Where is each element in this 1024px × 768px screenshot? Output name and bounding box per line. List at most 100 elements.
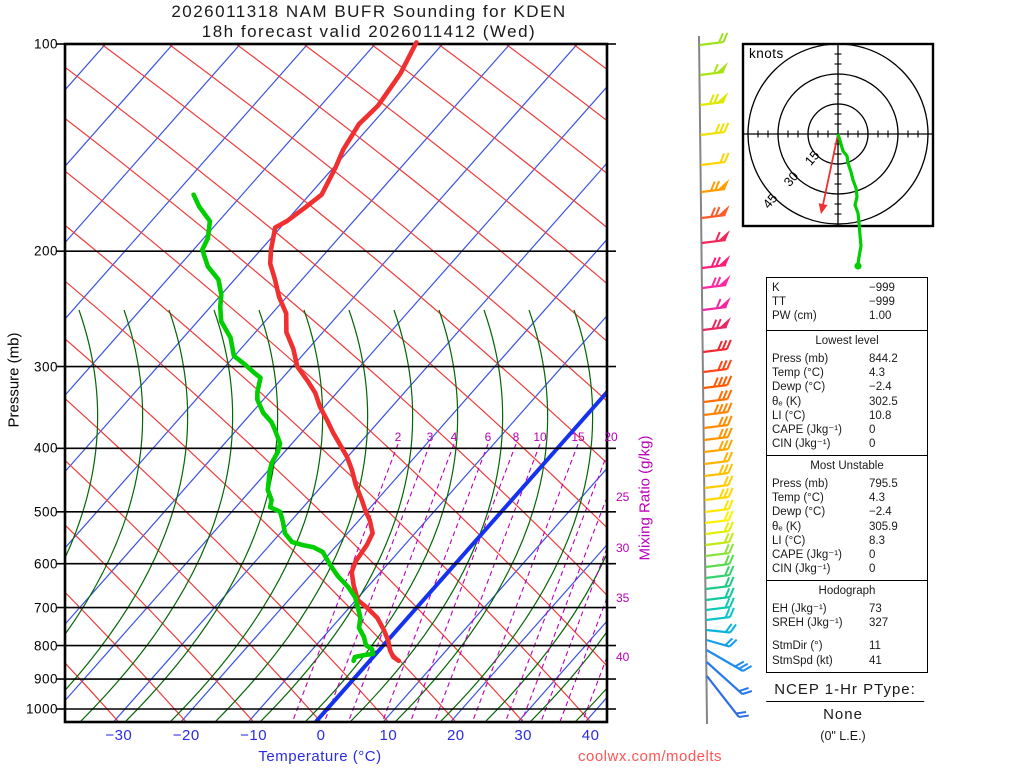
panel-row-value: 8.3 — [869, 534, 885, 547]
panel-row-value: 844.2 — [869, 353, 898, 365]
panel-row-label: Press (mb) — [772, 353, 829, 365]
panel-row-label: Temp (°C) — [772, 492, 824, 505]
panel-row-value: 1.00 — [869, 310, 892, 323]
panel-row-value: 4.3 — [869, 492, 885, 505]
hodograph-trace — [836, 133, 863, 265]
wind-barb — [704, 439, 733, 454]
dry-adiabat-line — [437, 44, 607, 175]
panel-row: CIN (Jkg⁻¹) 0 — [772, 437, 922, 451]
panel-row-label: LI (°C) — [772, 409, 806, 422]
panel-row-label: θₑ (K) — [772, 395, 802, 408]
panel-row-value: 73 — [869, 603, 882, 615]
panel-row-value: 302.5 — [869, 395, 898, 408]
temperature-curve — [267, 40, 419, 664]
hodograph — [741, 42, 935, 270]
dry-adiabat-line — [235, 44, 607, 343]
wind-barb — [702, 339, 732, 354]
dry-adiabat-line — [65, 170, 607, 667]
moist-adiabat-line — [65, 309, 99, 560]
index-panel-lowest-level: Lowest level Press (mb) 844.2 Temp (°C) 4.3 D… — [766, 330, 928, 456]
isotherm-line — [382, 467, 607, 722]
wind-barb — [703, 389, 733, 404]
isotherm-line — [65, 44, 578, 626]
mixing-ratio-line — [520, 496, 607, 722]
wind-barb — [704, 487, 734, 502]
wind-barb — [702, 316, 731, 332]
wind-barb — [703, 359, 732, 374]
dry-adiabat-line — [370, 44, 607, 229]
mixing-ratio-line — [540, 547, 607, 722]
panel-row: StmSpd (kt) 41 — [772, 654, 922, 668]
wind-barb — [705, 576, 735, 591]
panel-row: LI (°C) 8.3 — [772, 534, 922, 548]
zero-isotherm-line — [314, 389, 607, 722]
panel-row: PW (cm) 1.00 — [772, 309, 922, 323]
panel-row-label: Press (mb) — [772, 478, 829, 490]
wind-barb — [705, 532, 734, 547]
dry-adiabat-line — [65, 224, 592, 722]
mixing-ratio-line — [347, 443, 455, 722]
wind-barb — [702, 274, 731, 290]
wind-barb — [703, 375, 733, 390]
index-panel-stability: K −999 TT −999 PW (cm) 1.00 — [766, 277, 928, 331]
panel-row-label: θₑ (K) — [772, 520, 802, 533]
panel-row-value: −2.4 — [869, 506, 892, 519]
wind-barb — [706, 607, 735, 622]
wind-barb — [704, 463, 734, 478]
wind-barb — [703, 402, 733, 417]
wind-barb — [705, 565, 735, 580]
dry-adiabat-line — [65, 117, 607, 597]
skewt-grid — [0, 44, 773, 722]
mixing-ratio-line — [409, 443, 517, 722]
isotherm-line — [65, 85, 607, 702]
panel-row-label: StmDir (°) — [772, 640, 823, 653]
wind-barb — [705, 661, 753, 696]
panel-section-title: Most Unstable — [810, 460, 884, 472]
storm-motion-arrowhead — [818, 203, 828, 214]
dry-adiabat-line — [100, 44, 607, 464]
wind-barb — [705, 554, 735, 569]
panel-row-value: 305.9 — [869, 520, 898, 533]
panel-row: LI (°C) 10.8 — [772, 409, 922, 423]
moist-adiabat-line — [65, 309, 189, 692]
panel-row-label: TT — [772, 296, 787, 309]
panel-row: CIN (Jkg⁻¹) 0 — [772, 562, 922, 576]
isotherm-line — [247, 314, 607, 722]
wind-barb — [699, 61, 729, 77]
moist-adiabat-line — [484, 551, 607, 722]
wind-barb — [704, 499, 734, 514]
wind-barb — [705, 587, 735, 602]
isotherm-line — [65, 44, 309, 320]
panel-row — [772, 630, 922, 639]
panel-row-label: EH (Jkg⁻¹) — [772, 603, 827, 615]
panel-row: CAPE (Jkg⁻¹) 0 — [772, 423, 922, 437]
isotherm-line — [65, 44, 376, 397]
wind-barbs — [699, 32, 753, 718]
wind-barb — [702, 254, 731, 270]
mixing-ratio-line — [504, 452, 607, 722]
panel-row: SREH (Jkg⁻¹) 327 — [772, 616, 922, 630]
moist-adiabat-line — [65, 309, 144, 636]
panel-row-value: 11 — [869, 640, 881, 653]
panel-row: Press (mb) 844.2 — [772, 352, 922, 366]
panel-row-label: Dewp (°C) — [772, 381, 826, 394]
panel-row: Press (mb) 795.5 — [772, 477, 922, 491]
wind-barb — [701, 178, 730, 194]
panel-row: θₑ (K) 302.5 — [772, 395, 922, 409]
panel-row-label: Dewp (°C) — [772, 506, 826, 519]
storm-motion-vector — [821, 133, 839, 209]
panel-row: Dewp (°C) −2.4 — [772, 505, 922, 519]
dry-adiabat-line — [65, 280, 524, 722]
panel-row-value: −999 — [869, 282, 895, 294]
moist-adiabat-line — [620, 310, 773, 722]
mixing-ratio-line — [471, 443, 579, 722]
wind-barb — [704, 451, 734, 466]
wind-barb — [706, 637, 738, 648]
moist-adiabat-line — [0, 310, 53, 722]
panel-row-value: 41 — [869, 654, 882, 667]
wind-barb — [705, 597, 735, 612]
wind-barb — [704, 475, 734, 490]
isotherm-line — [0, 44, 38, 722]
moist-adiabat-line — [394, 309, 549, 722]
